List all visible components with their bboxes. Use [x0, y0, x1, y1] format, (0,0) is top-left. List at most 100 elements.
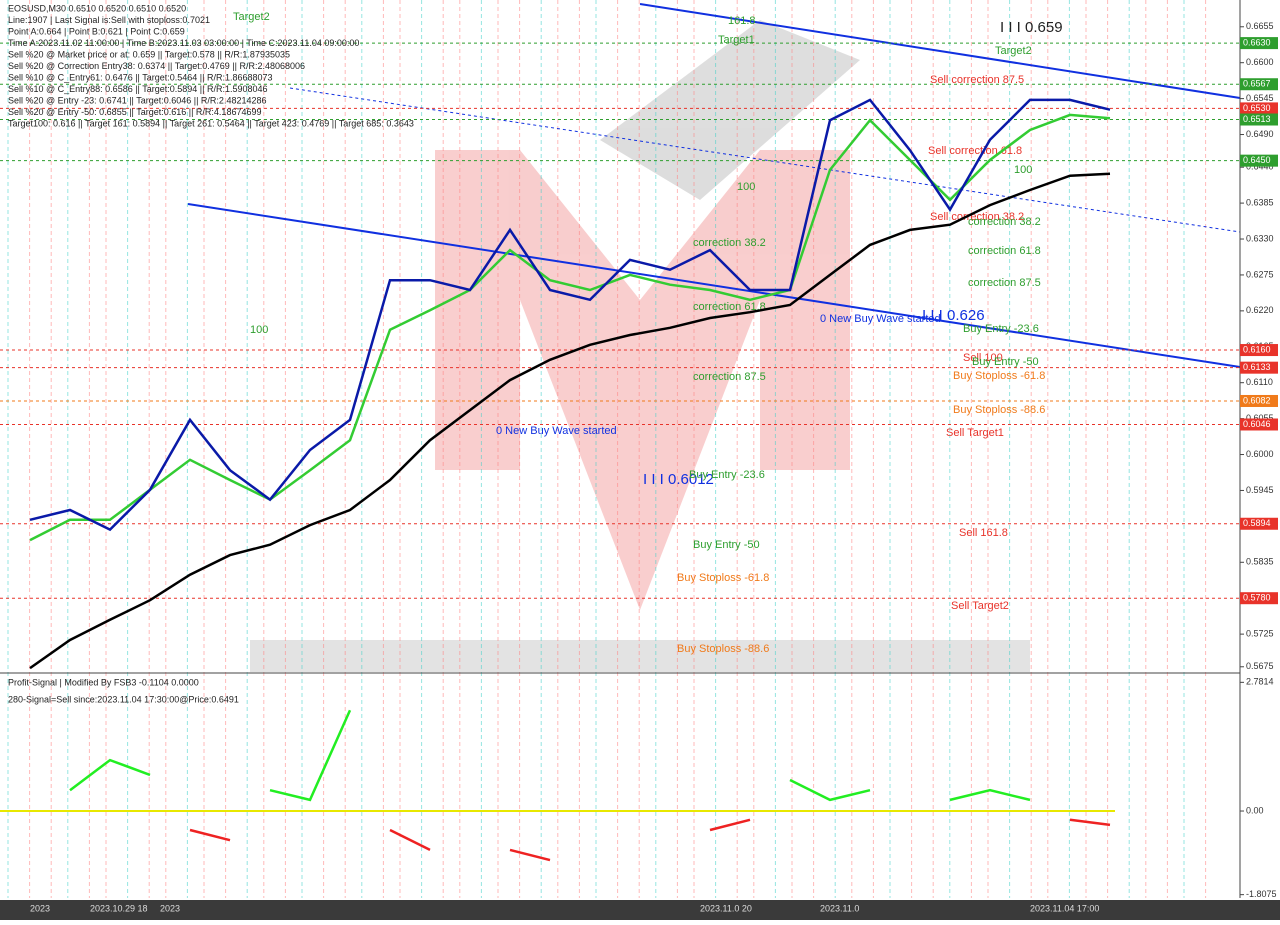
level-box — [1240, 517, 1278, 530]
indicator-signal: 280-Signal=Sell since:2023.11.04 17:30:0… — [8, 694, 239, 704]
annotation: 100 — [1014, 164, 1032, 176]
info-line: Sell %20 @ Market price or at: 0.659 || … — [8, 49, 290, 59]
level-label: 0.6450 — [1243, 155, 1271, 165]
info-line: Sell %10 @ C_Entry61: 0.6476 || Target:0… — [8, 72, 273, 82]
level-label: 0.6630 — [1243, 37, 1271, 47]
x-tick-label: 2023.11.04 17:00 — [1030, 903, 1099, 913]
series-line — [29, 172, 1111, 670]
watermark — [250, 20, 1030, 672]
level-box — [1240, 154, 1278, 167]
y-tick-label: 0.6600 — [1246, 57, 1274, 67]
x-tick-label: 2023 — [30, 903, 50, 913]
annotation: I I I 0.659 — [1000, 19, 1063, 36]
trend-line — [289, 87, 1241, 233]
annotation: correction 61.8 — [968, 245, 1041, 257]
level-label: 0.6160 — [1243, 344, 1271, 354]
annotation: Buy Entry -50 — [972, 356, 1039, 368]
series-line — [69, 709, 1031, 802]
info-line: Target100: 0.616 || Target 161: 0.5894 |… — [8, 118, 414, 128]
y-tick-label: 0.5945 — [1246, 485, 1274, 495]
annotation: Sell 100 — [963, 352, 1003, 364]
level-label: 0.6082 — [1243, 395, 1271, 405]
y-tick-label: 0.6545 — [1246, 93, 1274, 103]
time-axis-bar — [0, 900, 1280, 920]
y-tick-label: 0.6655 — [1246, 21, 1274, 31]
annotation: 100 — [250, 324, 268, 336]
level-box — [1240, 78, 1278, 91]
annotation: Target1 — [718, 34, 755, 46]
x-tick-label: 2023.11.0 20 — [700, 903, 752, 913]
annotation: Sell correction 38.2 — [930, 211, 1024, 223]
annotation: correction 87.5 — [693, 371, 766, 383]
level-label: 0.6133 — [1243, 362, 1271, 372]
y-tick-label: 0.6000 — [1246, 449, 1274, 459]
y-tick-label: 2.7814 — [1246, 677, 1274, 687]
indicator-title: Profit-Signal | Modified By FSB3 -0.1104… — [8, 677, 199, 687]
info-line: Point A:0.664 | Point B:0.621 | Point C:… — [8, 26, 185, 36]
x-tick-label: 2023 — [160, 903, 180, 913]
x-tick-label: 2023.11.0 — [820, 903, 859, 913]
annotation: correction 38.2 — [968, 216, 1041, 228]
info-line: Sell %20 @ Entry -23: 0.6741 || Target:0… — [8, 95, 266, 105]
y-tick-label: 0.6490 — [1246, 129, 1274, 139]
annotation: Sell 161.8 — [959, 527, 1008, 539]
annotation: Sell correction 87.5 — [930, 74, 1024, 86]
session-lines — [7, 0, 1207, 898]
y-tick-label: 0.6220 — [1246, 305, 1274, 315]
x-tick-label: 2023.10.29 18 — [90, 903, 148, 913]
annotation: correction 87.5 — [968, 277, 1041, 289]
annotation: Buy Entry -23.6 — [963, 323, 1039, 335]
annotation: Buy Stoploss -88.6 — [953, 404, 1045, 416]
y-tick-label: 0.6055 — [1246, 413, 1274, 423]
annotation: 0 New Buy Wave started — [820, 313, 941, 325]
y-tick-label: 0.5725 — [1246, 628, 1274, 638]
trend-line — [639, 3, 1241, 99]
annotation: 161.8 — [728, 15, 756, 27]
level-box — [1240, 344, 1278, 357]
level-label: 0.6530 — [1243, 103, 1271, 113]
y-tick-label: 0.6385 — [1246, 197, 1274, 207]
level-box — [1240, 592, 1278, 605]
annotation: correction 61.8 — [693, 301, 766, 313]
y-tick-label: 0.00 — [1246, 805, 1264, 815]
annotation: 0 New Buy Wave started — [496, 425, 617, 437]
level-box — [1240, 37, 1278, 50]
level-label: 0.6513 — [1243, 114, 1271, 124]
annotation: Buy Entry -50 — [693, 539, 760, 551]
annotation: 100 — [737, 181, 755, 193]
annotation: Target2 — [233, 11, 270, 23]
y-tick-label: 0.6330 — [1246, 233, 1274, 243]
y-tick-label: 0.6110 — [1246, 377, 1273, 387]
info-line: Line:1907 | Last Signal is:Sell with sto… — [8, 15, 210, 25]
annotation: Buy Stoploss -88.6 — [677, 643, 769, 655]
level-box — [1240, 113, 1278, 126]
level-box — [1240, 394, 1278, 407]
trend-line — [187, 203, 1241, 368]
annotation: I I I 0.6012 — [643, 471, 714, 488]
info-line: EOSUSD,M30 0.6510 0.6520 0.6510 0.6520 — [8, 3, 186, 13]
y-tick-label: -1.8075 — [1246, 889, 1277, 899]
annotation: Buy Entry -23.6 — [689, 469, 765, 481]
level-box — [1240, 361, 1278, 374]
info-line: Time A:2023.11.02 11:00:00 | Time B:2023… — [8, 38, 359, 48]
info-line: Sell %20 @ Entry -50: 0.6855 || Target:0… — [8, 107, 261, 117]
annotation: Sell Target2 — [951, 600, 1009, 612]
y-tick-label: 0.6275 — [1246, 269, 1274, 279]
annotation: Sell Target1 — [946, 427, 1004, 439]
annotations: Target2 Target1 Target2 I I I 0.659 161.… — [8, 11, 1063, 704]
level-label: 0.6046 — [1243, 419, 1271, 429]
info-line: Sell %10 @ C_Entry88: 0.6586 || Target:0… — [8, 84, 267, 94]
annotation: Buy Stoploss -61.8 — [677, 572, 769, 584]
level-label: 0.6567 — [1243, 79, 1271, 89]
level-box — [1240, 418, 1278, 431]
annotation: correction 38.2 — [693, 237, 766, 249]
series-line — [29, 98, 1111, 532]
annotation: Buy Stoploss -61.8 — [953, 370, 1045, 382]
y-tick-label: 0.5835 — [1246, 557, 1274, 567]
series-line — [189, 818, 1111, 862]
info-line: Sell %20 @ Correction Entry38: 0.6374 ||… — [8, 61, 305, 71]
level-label: 0.5780 — [1243, 593, 1271, 603]
